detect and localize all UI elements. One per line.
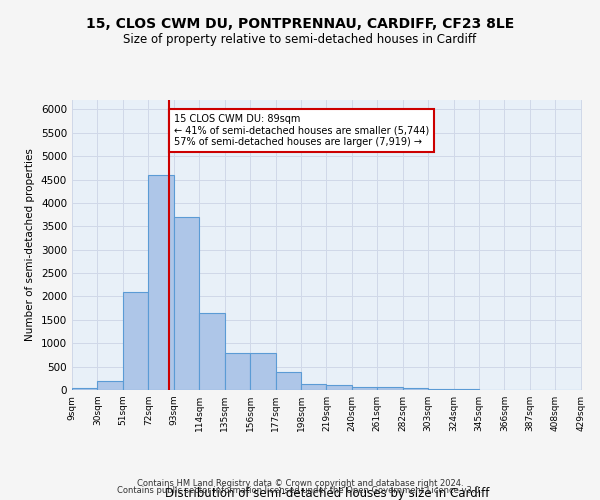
Bar	[352, 386, 377, 390]
Y-axis label: Number of semi-detached properties: Number of semi-detached properties	[25, 148, 35, 342]
Text: Contains public sector information licensed under the Open Government Licence v3: Contains public sector information licen…	[118, 486, 482, 495]
Text: 15 CLOS CWM DU: 89sqm
← 41% of semi-detached houses are smaller (5,744)
57% of s: 15 CLOS CWM DU: 89sqm ← 41% of semi-deta…	[174, 114, 429, 147]
Bar	[454, 389, 479, 390]
Bar	[174, 217, 199, 390]
Bar	[199, 313, 224, 390]
Text: Size of property relative to semi-detached houses in Cardiff: Size of property relative to semi-detach…	[124, 32, 476, 46]
Bar	[72, 388, 97, 390]
Text: Contains HM Land Registry data © Crown copyright and database right 2024.: Contains HM Land Registry data © Crown c…	[137, 478, 463, 488]
Bar	[97, 380, 123, 390]
X-axis label: Distribution of semi-detached houses by size in Cardiff: Distribution of semi-detached houses by …	[165, 487, 489, 500]
Bar	[148, 175, 174, 390]
Bar	[403, 388, 428, 390]
Bar	[250, 352, 275, 390]
Bar	[301, 384, 326, 390]
Text: 15, CLOS CWM DU, PONTPRENNAU, CARDIFF, CF23 8LE: 15, CLOS CWM DU, PONTPRENNAU, CARDIFF, C…	[86, 18, 514, 32]
Bar	[377, 388, 403, 390]
Bar	[326, 386, 352, 390]
Bar	[428, 388, 454, 390]
Bar	[123, 292, 148, 390]
Bar	[224, 352, 250, 390]
Bar	[275, 372, 301, 390]
